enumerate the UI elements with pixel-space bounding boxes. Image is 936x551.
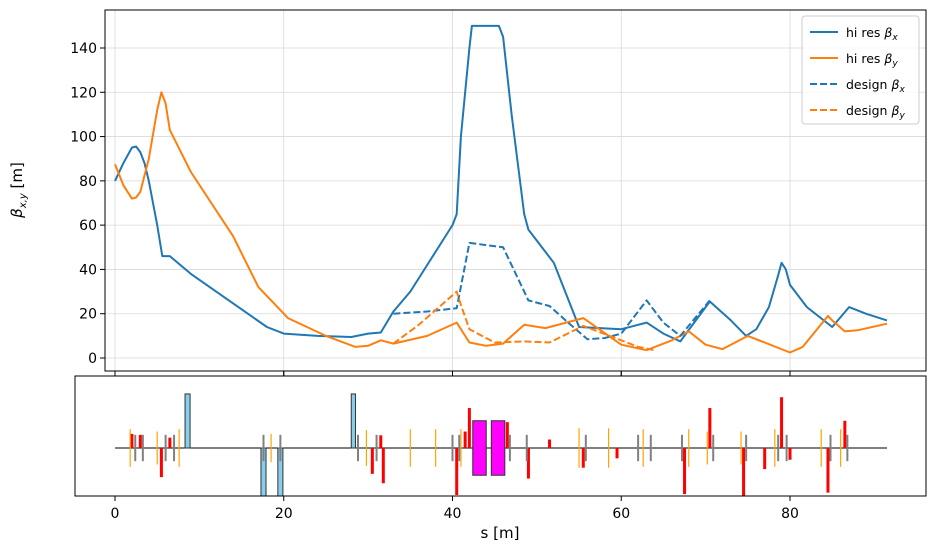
quadrupole-element [370, 448, 374, 474]
legend-label: hi res βx [846, 25, 898, 43]
quadrupole-element [130, 433, 134, 448]
solenoid-element [472, 420, 487, 476]
y-tick-label: 60 [79, 218, 97, 234]
series-line-design-beta-x [393, 241, 711, 341]
quadrupole-element [138, 434, 142, 448]
quadrupole-element [742, 448, 746, 496]
y-tick-label: 100 [70, 130, 97, 146]
quadrupole-element [843, 420, 847, 448]
lattice-axes-frame [74, 375, 927, 497]
y-tick-label: 80 [79, 174, 97, 190]
quadrupole-element [780, 397, 784, 448]
legend-frame [801, 15, 920, 125]
top-axes-frame [104, 9, 927, 372]
quadrupole-element [467, 408, 471, 448]
dipole-element [184, 393, 191, 449]
series-line-hires-beta-y [114, 91, 888, 354]
quadrupole-element [826, 448, 830, 493]
legend: hi res βx hi res βy design βx design βy [801, 15, 920, 125]
solenoid-element [490, 420, 506, 476]
legend-label: design βy [846, 103, 905, 121]
x-tick-label: 80 [781, 506, 799, 522]
y-tick-label: 120 [70, 85, 97, 101]
y-tick-label: 140 [70, 41, 97, 57]
quadrupole-element [455, 448, 459, 495]
x-tick-label: 40 [444, 506, 462, 522]
quadrupole-element [788, 448, 792, 460]
series-line-design-beta-y [392, 290, 656, 352]
y-tick-label: 20 [79, 307, 97, 323]
quadrupole-element [526, 448, 530, 479]
x-axis-label: s [m] [481, 524, 520, 542]
quadrupole-element [159, 448, 163, 478]
quadrupole-element [683, 448, 687, 495]
y-axis-label: βx,y [m] [8, 162, 29, 219]
quadrupole-element [615, 448, 619, 459]
top-grid [105, 10, 926, 371]
dipole-element [350, 393, 356, 449]
quadrupole-element [381, 448, 385, 484]
y-tick-label: 40 [79, 262, 97, 278]
quadrupole-element [548, 439, 552, 448]
x-tick-label: 60 [612, 506, 630, 522]
series-line-hires-beta-x [114, 24, 888, 343]
lattice-elements-layer [115, 393, 888, 496]
quadrupole-element [581, 448, 585, 468]
x-tick-label: 20 [275, 506, 293, 522]
quadrupole-element [379, 435, 383, 448]
top-series-layer [114, 24, 888, 354]
quadrupole-element [505, 422, 509, 448]
top-ticks: 0 20 40 60 80 100 120 140 [70, 41, 791, 376]
legend-label: hi res βy [846, 51, 898, 69]
quadrupole-element [708, 408, 712, 448]
lattice-ticks: 0 20 40 60 80 [111, 371, 799, 522]
y-tick-label: 0 [88, 351, 97, 367]
legend-label: design βx [846, 77, 905, 95]
quadrupole-element [463, 431, 467, 448]
quadrupole-element [168, 437, 172, 448]
x-tick-label: 0 [111, 506, 120, 522]
quadrupole-element [763, 448, 767, 470]
